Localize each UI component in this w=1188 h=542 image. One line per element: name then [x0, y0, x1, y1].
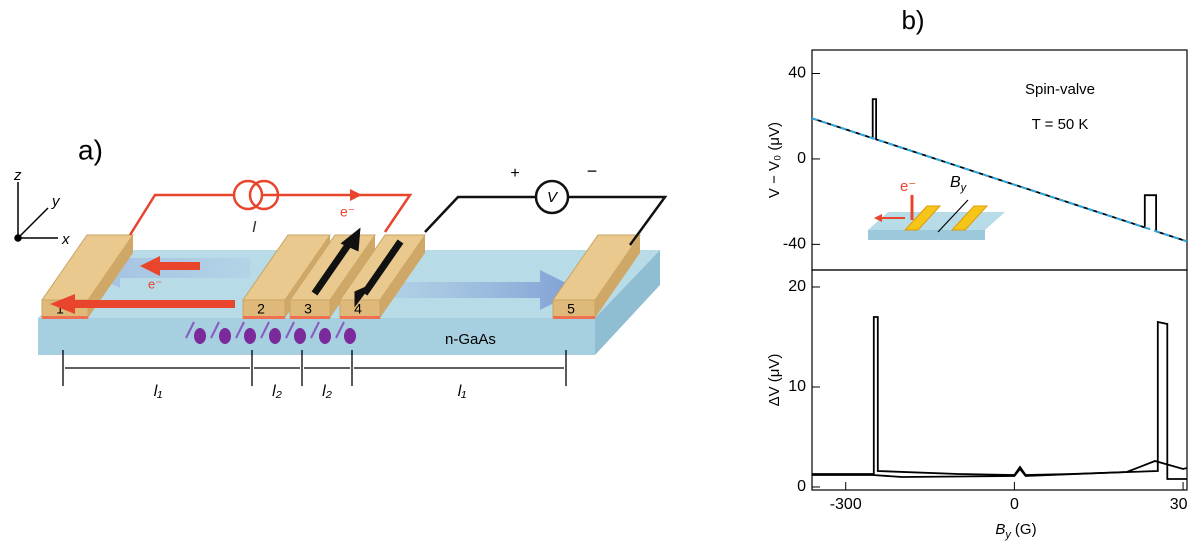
inset [868, 195, 1005, 240]
spin [344, 328, 356, 344]
subscript: y [1004, 529, 1012, 541]
page: a) 12345 z y x I e⁻ e⁻ V + − n-GaAs l₁ l… [0, 0, 1188, 542]
inset-arrow [874, 214, 882, 222]
unit: (G) [1015, 521, 1037, 538]
symbol: B [950, 174, 961, 191]
inset-substrate [868, 230, 985, 240]
dimension-lines [63, 350, 566, 386]
spin [269, 328, 281, 344]
contact-label: 2 [257, 301, 265, 317]
y-tick-label: 0 [797, 478, 806, 495]
panel-label: a) [78, 134, 103, 165]
polarity: − [587, 161, 598, 181]
spin [244, 328, 256, 344]
data-line [812, 317, 1187, 479]
spacing-label: l₁ [154, 383, 163, 400]
annotation: Spin-valve [1025, 81, 1095, 98]
y-tick-label: 10 [788, 378, 806, 395]
electron-label: e⁻ [148, 276, 162, 291]
data-line [812, 99, 1187, 241]
current-source [234, 181, 262, 209]
wire-arrow [350, 189, 362, 201]
contact-label: 5 [567, 301, 575, 317]
y-axis-label: ΔV (μV) [766, 354, 783, 407]
spacing-label: l₂ [322, 383, 332, 400]
coordinate-axes [15, 182, 58, 241]
voltage-wire [425, 197, 536, 232]
contact-label: 3 [304, 301, 312, 317]
figure: a) 12345 z y x I e⁻ e⁻ V + − n-GaAs l₁ l… [0, 0, 1188, 542]
y-axis-label: V − V₀ (μV) [766, 122, 783, 198]
current-wire [130, 195, 410, 235]
x-axis-label: By(G) [995, 521, 1036, 541]
y-tick-label: 20 [788, 278, 806, 295]
substrate-front [38, 318, 595, 355]
inset-label: By [950, 174, 968, 194]
x-tick-label: -300 [830, 496, 862, 513]
material-label: n-GaAs [445, 331, 496, 348]
polarity: + [510, 165, 519, 182]
spin [219, 328, 231, 344]
plot-frame [812, 270, 1187, 490]
panel-label: b) [901, 5, 924, 35]
current-label: I [252, 219, 257, 236]
annotation: T = 50 K [1032, 116, 1089, 133]
spin [194, 328, 206, 344]
axis-label: z [13, 167, 22, 184]
spin [319, 328, 331, 344]
x-tick-label: 0 [1010, 496, 1019, 513]
y-tick-label: -40 [783, 236, 806, 253]
inset-label: e⁻ [900, 178, 916, 195]
y-tick-label: 40 [788, 65, 806, 82]
electron-label: e⁻ [340, 204, 355, 220]
y-tick-label: 0 [797, 150, 806, 167]
spacing-label: l₂ [272, 383, 282, 400]
axis-label: y [51, 193, 61, 210]
axis-origin [15, 235, 21, 241]
inset-substrate [868, 212, 1005, 230]
axis-arrow [18, 208, 48, 238]
axis-label: x [61, 231, 70, 248]
subscript: y [960, 182, 968, 194]
spacing-label: l₁ [458, 383, 467, 400]
spin [294, 328, 306, 344]
x-tick-label: 300 [1170, 496, 1188, 513]
symbol: B [995, 521, 1005, 538]
contact-interface [42, 316, 88, 319]
